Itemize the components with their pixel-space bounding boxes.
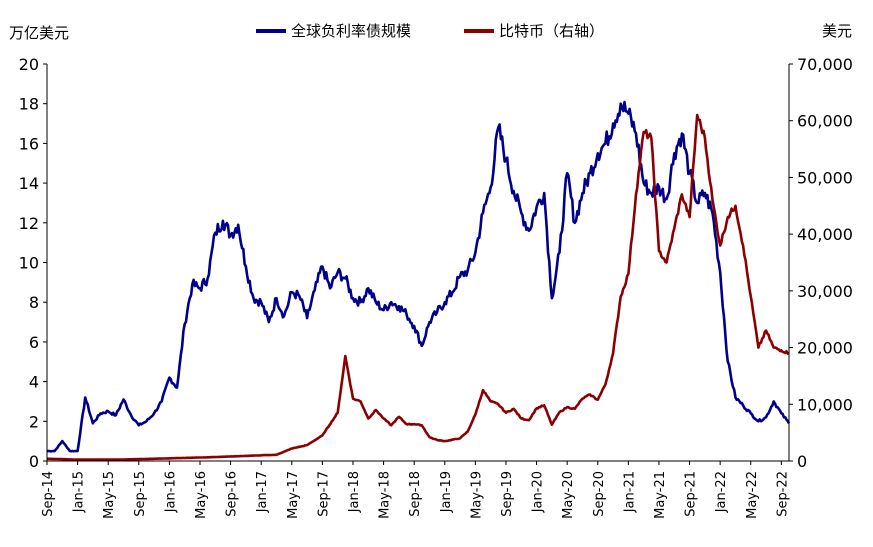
left-tick-label: 14 [19, 174, 39, 193]
left-y-axis: 0 2 4 6 8 10 12 14 16 18 20 [19, 55, 47, 471]
x-tick-label: Jan-18 [347, 471, 362, 513]
x-tick-label: May-16 [194, 471, 209, 519]
legend-label-bitcoin: 比特币（右轴） [499, 22, 605, 40]
x-tick-label: Jan-16 [163, 471, 178, 513]
right-y-axis: 0 10,000 20,000 30,000 40,000 50,000 60,000 70,… [789, 55, 853, 471]
left-tick-label: 0 [29, 452, 39, 471]
x-tick-label: Jan-21 [622, 471, 637, 513]
legend-item-negative-yield-bonds: 全球负利率债规模 [256, 20, 411, 41]
right-tick-label: 40,000 [797, 225, 853, 244]
x-tick-label: May-20 [561, 471, 576, 519]
left-tick-label: 6 [29, 333, 39, 352]
x-tick-label: Sep-16 [225, 471, 240, 517]
legend-swatch-bitcoin [464, 28, 494, 33]
x-tick-label: Sep-15 [133, 471, 148, 517]
right-axis-unit: 美元 [822, 22, 853, 40]
right-tick-label: 50,000 [797, 168, 853, 187]
right-tick-label: 20,000 [797, 339, 853, 358]
series-lines [46, 100, 791, 461]
left-tick-label: 8 [29, 293, 39, 312]
series-line-1 [46, 113, 790, 461]
left-tick-label: 2 [29, 412, 39, 431]
legend-item-bitcoin: 比特币（右轴） [464, 20, 604, 41]
series-line-0 [47, 100, 791, 453]
x-tick-label: Jan-19 [439, 471, 454, 513]
x-tick-label: May-22 [745, 471, 760, 519]
x-tick-label: May-21 [653, 471, 668, 519]
x-tick-label: Sep-21 [684, 471, 699, 517]
x-tick-label: Jan-20 [531, 471, 546, 513]
right-tick-label: 30,000 [797, 282, 853, 301]
right-tick-label: 70,000 [797, 55, 853, 74]
legend-swatch-negative-yield-bonds [256, 28, 286, 33]
x-tick-label: Sep-19 [500, 471, 515, 517]
left-axis-unit: 万亿美元 [9, 24, 70, 42]
x-tick-label: May-19 [469, 471, 484, 519]
left-tick-label: 4 [29, 373, 39, 392]
left-tick-label: 20 [19, 55, 39, 74]
x-tick-label: Jan-22 [714, 471, 729, 513]
left-tick-label: 10 [19, 254, 39, 273]
x-tick-label: May-18 [378, 471, 393, 519]
x-tick-label: May-17 [286, 471, 301, 519]
x-tick-label: May-15 [102, 471, 117, 519]
x-tick-label: Sep-20 [592, 471, 607, 517]
x-tick-label: Sep-17 [316, 471, 331, 517]
x-tick-label: Sep-14 [41, 471, 56, 517]
left-tick-label: 12 [19, 214, 39, 233]
x-tick-label: Sep-22 [775, 471, 790, 517]
x-tick-label: Jan-15 [72, 471, 87, 513]
legend-label-negative-yield-bonds: 全球负利率债规模 [291, 22, 412, 40]
left-tick-label: 16 [19, 134, 39, 153]
x-tick-label: Jan-17 [255, 471, 270, 513]
right-tick-label: 60,000 [797, 112, 853, 131]
x-axis: Sep-14 Jan-15 May-15 Sep-15 Jan-16 May-16 Sep-… [41, 461, 790, 519]
right-tick-label: 0 [797, 452, 807, 471]
right-tick-label: 10,000 [797, 395, 853, 414]
x-tick-label: Sep-18 [408, 471, 423, 517]
left-tick-label: 18 [19, 95, 39, 114]
